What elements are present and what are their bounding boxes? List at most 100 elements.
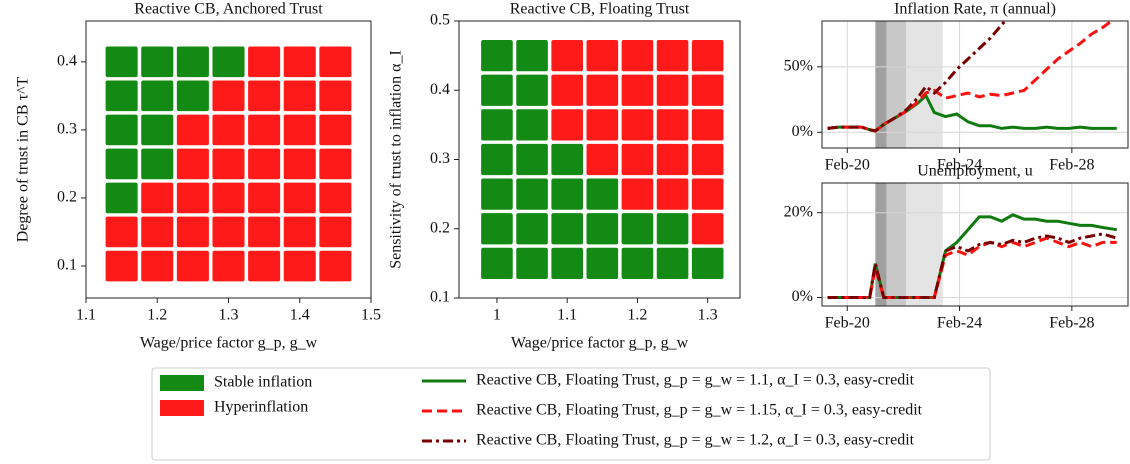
cell (105, 46, 138, 78)
cell (586, 40, 619, 72)
cell (481, 109, 513, 141)
cell (319, 250, 352, 282)
panel-title: Inflation Rate, π (annual) (894, 1, 1056, 18)
cell (176, 148, 209, 180)
cell (586, 74, 619, 106)
cell (283, 216, 316, 248)
cell (176, 216, 209, 248)
x-tick-label: 1.3 (219, 307, 239, 324)
cell (105, 80, 138, 112)
x-tick-label: 1.3 (698, 307, 718, 324)
x-tick-label: Feb-28 (1049, 315, 1094, 332)
series-line (827, 236, 1117, 299)
series-line (827, 21, 1115, 133)
y-tick-label: 20% (784, 203, 813, 220)
x-tick-label: Feb-20 (825, 157, 870, 174)
cell (516, 213, 548, 245)
y-tick-label: 0.4 (430, 81, 450, 98)
shaded-period (886, 183, 907, 306)
x-tick-label: Feb-24 (937, 157, 982, 174)
cell (516, 247, 548, 279)
cell (516, 74, 548, 106)
cell (586, 109, 619, 141)
y-tick-label: 0.3 (57, 121, 77, 138)
cell (283, 148, 316, 180)
cell (621, 74, 654, 106)
series-line (827, 21, 1008, 133)
y-tick-label: 0.1 (430, 289, 450, 306)
cell (319, 182, 352, 214)
cell (176, 114, 209, 146)
legend-label: Reactive CB, Floating Trust, g_p = g_w =… (476, 372, 915, 389)
cell (691, 178, 724, 210)
cell (212, 216, 245, 248)
cell (283, 250, 316, 282)
legend-label: Hyperinflation (214, 399, 308, 416)
legend-label: Reactive CB, Floating Trust, g_p = g_w =… (476, 402, 923, 419)
cell (248, 114, 281, 146)
plot-frame (821, 182, 1129, 307)
cell (105, 148, 138, 180)
panel-title: Reactive CB, Floating Trust (510, 1, 690, 18)
cell (656, 178, 689, 210)
cell (248, 182, 281, 214)
cell (621, 109, 654, 141)
x-tick-label: 1.4 (290, 307, 310, 324)
cell (516, 178, 548, 210)
x-tick-label: 1.5 (361, 307, 381, 324)
cell (105, 216, 138, 248)
cell (691, 247, 724, 279)
cell (141, 114, 174, 146)
shaded-period (875, 183, 887, 306)
cell (283, 114, 316, 146)
cell (586, 213, 619, 245)
x-tick-label: 1.2 (147, 307, 167, 324)
cell (319, 46, 352, 78)
cell (105, 250, 138, 282)
y-tick-label: 0.2 (57, 189, 77, 206)
cell (212, 250, 245, 282)
cell (691, 74, 724, 106)
shaded-period (886, 21, 907, 148)
series-line (827, 213, 1118, 299)
cell (481, 247, 513, 279)
cell (621, 247, 654, 279)
legend-box (151, 367, 991, 461)
cell (481, 40, 513, 72)
x-axis-label: Wage/price factor g_p, g_w (140, 335, 318, 352)
y-axis-label: Sensitivity of trust to inflation α_I (388, 50, 405, 269)
panel-title: Unemployment, u (917, 163, 1033, 180)
cell (691, 213, 724, 245)
cell (212, 148, 245, 180)
cell (621, 143, 654, 176)
cell (212, 182, 245, 214)
cell (656, 247, 689, 279)
x-tick-label: 1.1 (557, 307, 577, 324)
cell (248, 250, 281, 282)
y-tick-label: 0.3 (430, 150, 450, 167)
cell (141, 250, 174, 282)
cell (656, 40, 689, 72)
cell (551, 213, 583, 245)
panel: Unemployment, u Feb-20 Feb-24 Feb-28 0% 20% (784, 163, 1129, 332)
cell (248, 148, 281, 180)
cell (283, 80, 316, 112)
shaded-period (875, 21, 887, 148)
cell (481, 213, 513, 245)
cell (656, 74, 689, 106)
x-tick-label: 1.2 (627, 307, 647, 324)
panel: Reactive CB, Anchored Trust Wage/price fa… (15, 1, 381, 352)
plot-frame (85, 20, 372, 299)
cell (176, 46, 209, 78)
y-tick-label: 0.1 (57, 257, 77, 274)
cell (481, 74, 513, 106)
cell (481, 178, 513, 210)
cell (656, 213, 689, 245)
cell (141, 46, 174, 78)
plot-frame (458, 20, 741, 299)
cell (656, 109, 689, 141)
legend-label: Stable inflation (214, 374, 312, 391)
cell (516, 109, 548, 141)
cell (551, 74, 583, 106)
